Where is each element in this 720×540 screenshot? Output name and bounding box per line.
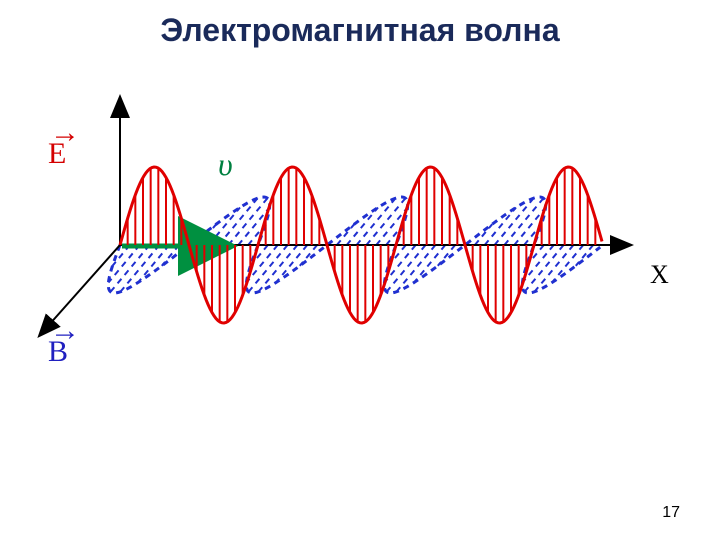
- page-number: 17: [662, 504, 680, 522]
- slide-title: Электромагнитная волна: [0, 12, 720, 49]
- em-wave-diagram: [30, 90, 670, 390]
